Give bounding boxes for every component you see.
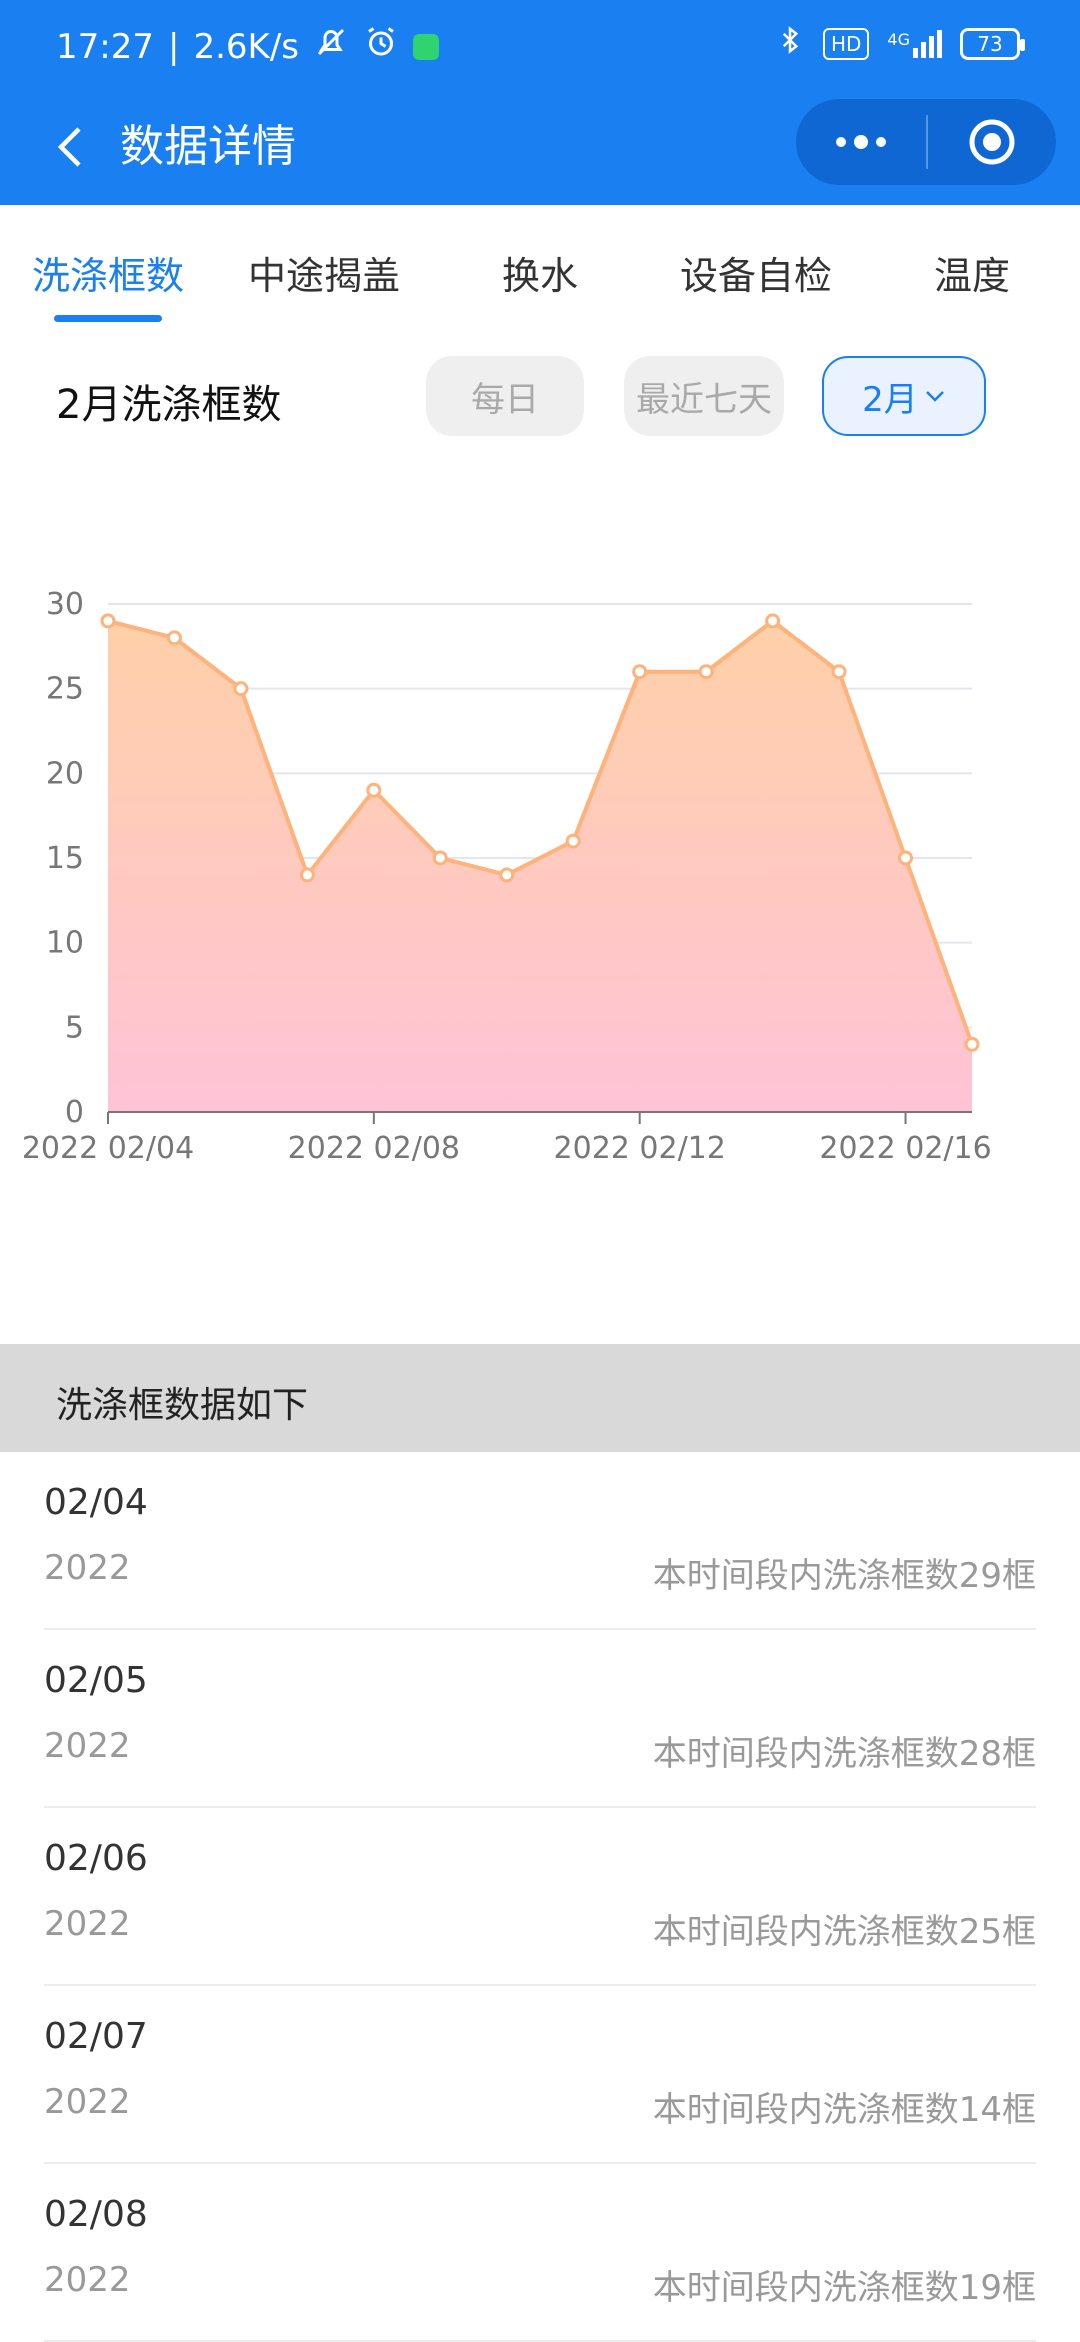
item-date: 02/04 [44, 1482, 148, 1523]
tab-temperature[interactable]: 温度 [934, 254, 1011, 298]
more-dots-icon [836, 135, 886, 149]
target-icon [969, 119, 1015, 165]
bluetooth-icon [775, 22, 805, 65]
chart-area-fill [108, 620, 972, 1112]
filter-daily-button[interactable]: 每日 [426, 356, 584, 436]
app-header: 17:27 | 2.6K/s HD 4G 73 [0, 0, 1080, 205]
battery-level: 73 [977, 31, 1003, 56]
item-date: 02/05 [44, 1660, 148, 1701]
hd-badge: HD [822, 27, 870, 60]
list-item[interactable]: 02/07 2022 本时间段内洗涤框数14框 [44, 1986, 1036, 2164]
data-list: 02/04 2022 本时间段内洗涤框数29框 02/05 2022 本时间段内… [0, 1452, 1080, 2342]
item-description: 本时间段内洗涤框数14框 [652, 2090, 1036, 2130]
data-point[interactable] [565, 833, 581, 849]
data-point[interactable] [964, 1036, 980, 1052]
item-year: 2022 [44, 1726, 131, 1766]
chevron-down-icon [925, 391, 944, 402]
tab-wash-count[interactable]: 洗涤框数 [32, 254, 185, 298]
tab-lid-open[interactable]: 中途揭盖 [248, 254, 401, 298]
item-year: 2022 [44, 2082, 131, 2122]
y-tick-label: 25 [46, 672, 84, 707]
status-bar: 17:27 | 2.6K/s HD 4G 73 [0, 0, 1080, 95]
item-date: 02/08 [44, 2194, 148, 2235]
data-point[interactable] [831, 664, 847, 680]
list-item[interactable]: 02/08 2022 本时间段内洗涤框数19框 [44, 2164, 1036, 2342]
list-item[interactable]: 02/06 2022 本时间段内洗涤框数25框 [44, 1808, 1036, 1986]
alarm-clock-icon [363, 24, 399, 69]
nav-bar: 数据详情 [0, 95, 1080, 205]
shield-icon [413, 33, 439, 60]
data-point[interactable] [233, 681, 249, 697]
network-speed: 2.6K/s [193, 26, 299, 67]
list-item[interactable]: 02/05 2022 本时间段内洗涤框数28框 [44, 1630, 1036, 1808]
status-separator: | [167, 26, 180, 67]
y-tick-label: 20 [46, 756, 84, 791]
x-tick-label: 2022 02/08 [288, 1131, 460, 1166]
item-description: 本时间段内洗涤框数19框 [652, 2268, 1036, 2308]
miniapp-capsule [796, 99, 1056, 185]
back-button[interactable] [40, 117, 100, 177]
list-header: 洗涤框数据如下 [0, 1344, 1080, 1452]
active-tab-indicator [54, 315, 162, 322]
data-point[interactable] [765, 613, 781, 629]
item-year: 2022 [44, 1904, 131, 1944]
network-type: 4G [887, 29, 910, 49]
item-year: 2022 [44, 1548, 131, 1588]
month-select[interactable]: 2月 [822, 356, 986, 436]
data-point[interactable] [499, 867, 515, 883]
item-description: 本时间段内洗涤框数28框 [652, 1734, 1036, 1774]
data-point[interactable] [100, 613, 116, 629]
signal-icon: 4G [887, 29, 942, 58]
close-miniapp-button[interactable] [928, 99, 1056, 185]
y-tick-label: 0 [65, 1095, 84, 1130]
item-year: 2022 [44, 2260, 131, 2300]
data-point[interactable] [299, 867, 315, 883]
tab-water-change[interactable]: 换水 [502, 254, 579, 298]
month-select-label: 2月 [862, 379, 918, 420]
page-title: 数据详情 [120, 121, 296, 172]
mute-bell-icon [313, 24, 349, 69]
status-time: 17:27 [56, 26, 154, 67]
data-point[interactable] [698, 664, 714, 680]
tab-bar: 洗涤框数 中途揭盖 换水 设备自检 温度 [0, 205, 1080, 330]
wash-count-chart: 0 5 10 15 20 25 30 2022 02/04 2022 02/08 2022 02… [22, 587, 992, 1166]
item-date: 02/07 [44, 2016, 148, 2057]
capsule-divider [926, 115, 928, 169]
chevron-left-icon [57, 127, 81, 167]
tab-self-check[interactable]: 设备自检 [680, 254, 833, 298]
more-button[interactable] [796, 99, 926, 185]
y-tick-label: 5 [65, 1010, 84, 1045]
data-point[interactable] [432, 850, 448, 866]
section-title: 2月洗涤框数 [56, 382, 282, 428]
item-description: 本时间段内洗涤框数25框 [652, 1912, 1036, 1952]
y-tick-label: 15 [46, 841, 84, 876]
filter-last7-button[interactable]: 最近七天 [624, 356, 784, 436]
x-tick-label: 2022 02/04 [22, 1131, 194, 1166]
data-point[interactable] [632, 664, 648, 680]
item-description: 本时间段内洗涤框数29框 [652, 1556, 1036, 1596]
battery-icon: 73 [960, 27, 1025, 60]
data-point[interactable] [366, 782, 382, 798]
chart-line [107, 618, 974, 1045]
x-tick-label: 2022 02/12 [554, 1131, 726, 1166]
list-header-label: 洗涤框数据如下 [56, 1385, 309, 1426]
x-tick-label: 2022 02/16 [819, 1131, 991, 1166]
y-tick-label: 30 [46, 587, 84, 622]
data-point[interactable] [898, 850, 914, 866]
item-date: 02/06 [44, 1838, 148, 1879]
list-item[interactable]: 02/04 2022 本时间段内洗涤框数29框 [44, 1452, 1036, 1630]
y-tick-label: 10 [46, 926, 84, 961]
data-point[interactable] [166, 630, 182, 646]
